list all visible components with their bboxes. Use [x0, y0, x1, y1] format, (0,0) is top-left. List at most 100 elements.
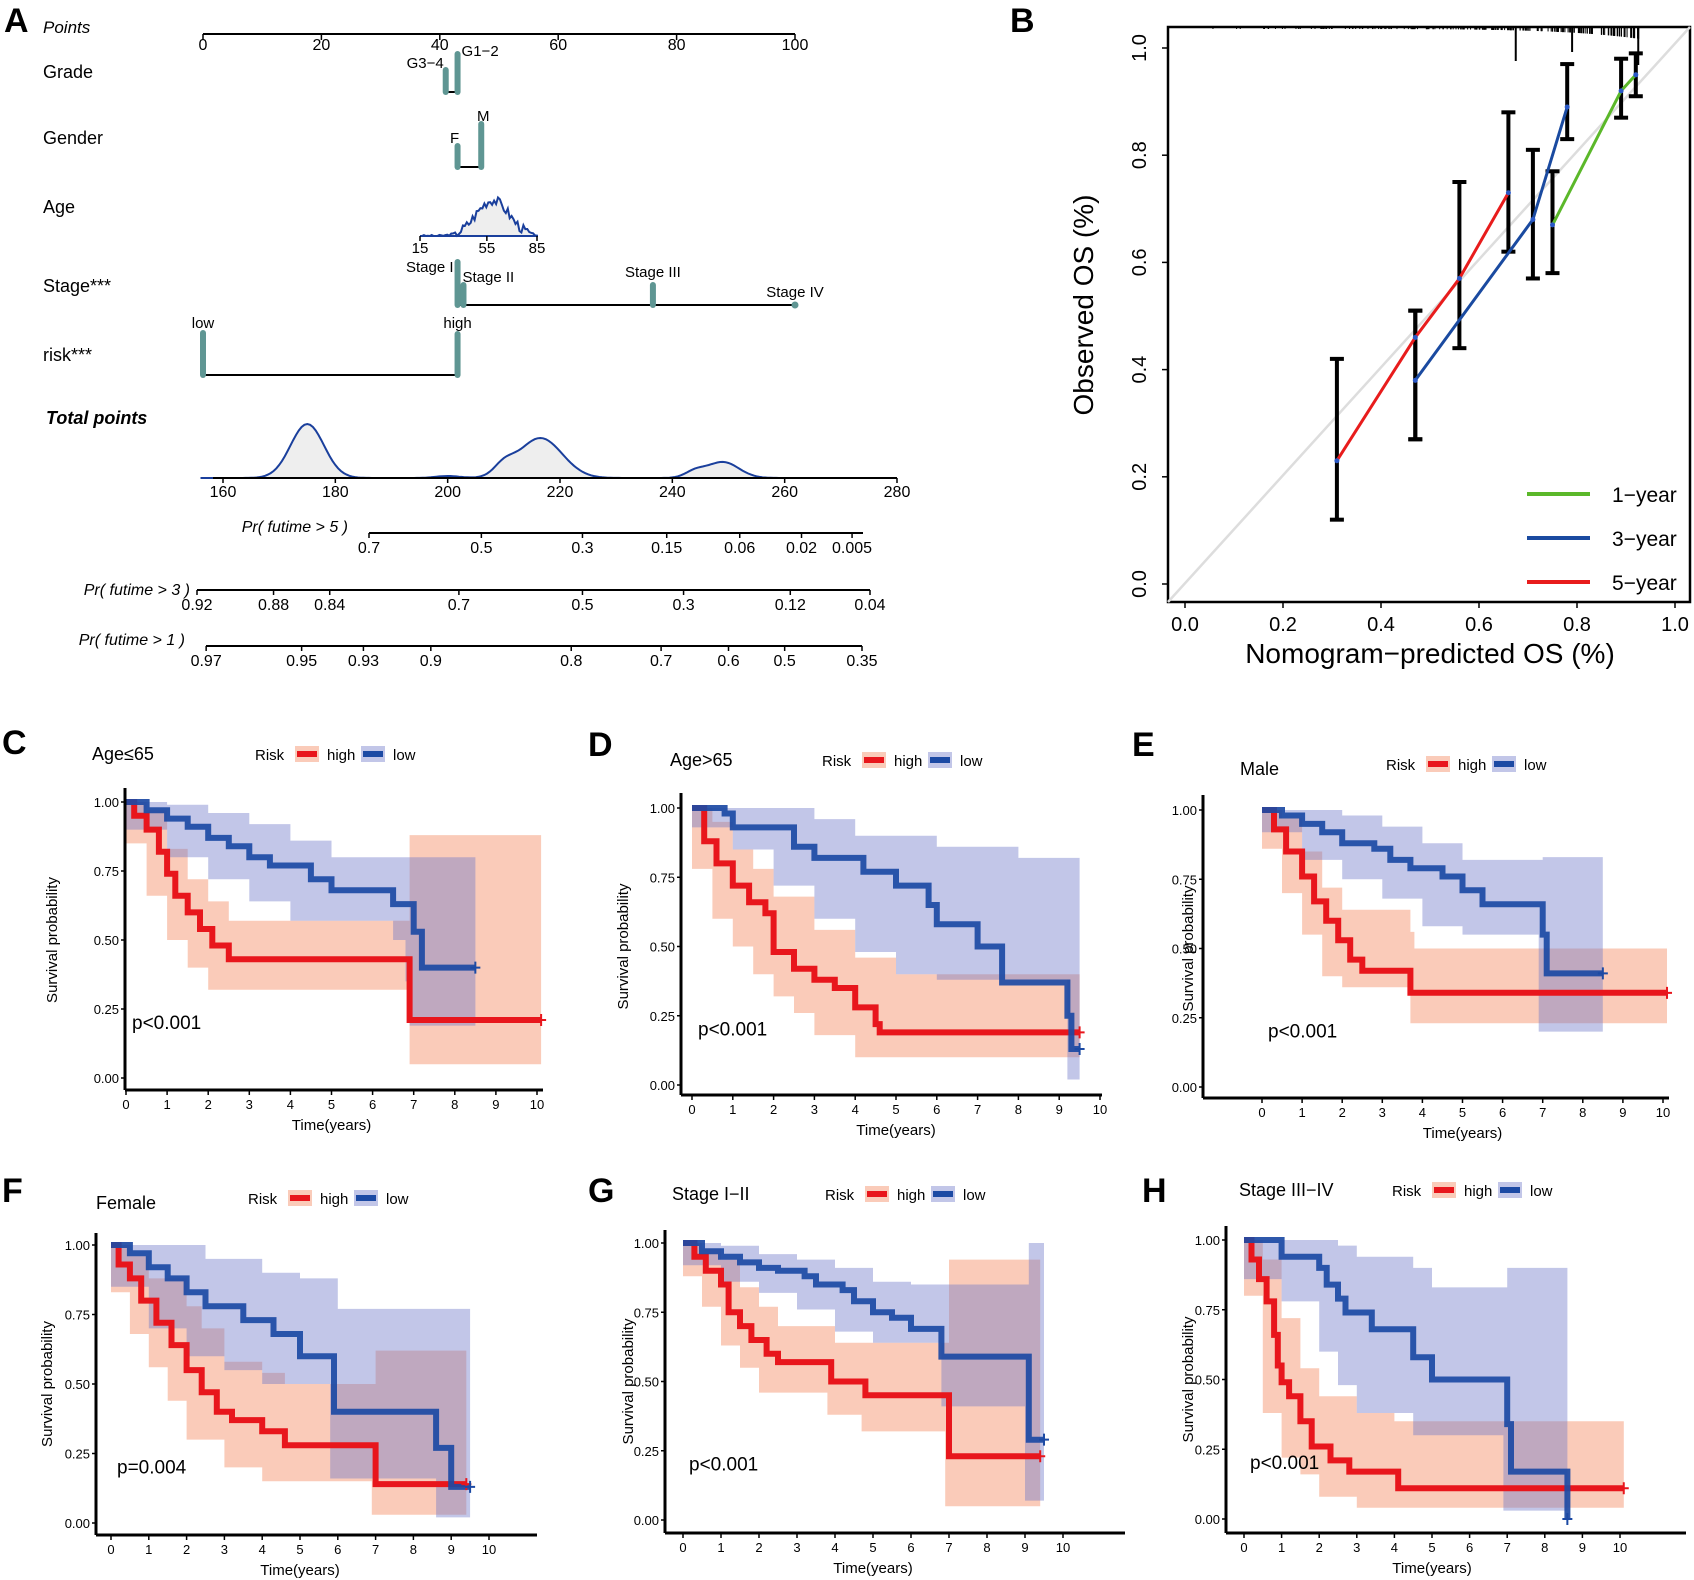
x-tick-label: 9: [448, 1542, 455, 1557]
y-tick-label: 0.25: [1195, 1442, 1220, 1457]
gender-level-label: F: [450, 130, 459, 147]
censor-mark: [1618, 1482, 1629, 1495]
survival-curve-high: [683, 1240, 1041, 1460]
legend-label: 1−year: [1612, 484, 1677, 507]
panel-letter-a: A: [4, 2, 29, 40]
x-tick-label: 10: [1093, 1102, 1107, 1117]
x-tick-label: 4: [852, 1102, 859, 1117]
x-tick-label: 6: [334, 1542, 341, 1557]
stage-level-label: Stage II: [462, 269, 514, 286]
legend-label-high: high: [327, 747, 355, 764]
ci-band-high: [1244, 1240, 1624, 1508]
y-tick-label: 1.00: [65, 1238, 90, 1253]
x-tick-label: 6: [933, 1102, 940, 1117]
x-tick-label: 3: [793, 1540, 800, 1555]
km-panel-g: Stage I−II Risk high low 0.00 0.25 0.50 0.75 1.0…: [620, 1184, 1125, 1577]
censor-mark: [1074, 1042, 1085, 1055]
prob-axis-tick-label: 0.84: [314, 597, 345, 614]
x-tick-label: 3: [811, 1102, 818, 1117]
prob-axis-tick-label: 0.15: [651, 540, 682, 557]
x-tick-label: 0: [107, 1542, 114, 1557]
x-tick-label: 0: [1240, 1540, 1247, 1555]
x-tick-label: 2: [1339, 1105, 1346, 1120]
calibration-point: [1456, 275, 1462, 281]
y-tick-label: 1.0: [1129, 34, 1151, 62]
x-tick-label: 10: [1056, 1540, 1070, 1555]
panel-letter-b: B: [1010, 2, 1035, 40]
age-density-curve: [420, 195, 538, 238]
survival-curve-low: [111, 1242, 471, 1490]
censor-mark: [536, 1014, 547, 1027]
x-tick-label: 4: [287, 1097, 294, 1112]
points-tick-label: 40: [431, 37, 449, 54]
x-tick-label: 5: [296, 1542, 303, 1557]
panel-letter-g: G: [588, 1172, 615, 1210]
grade-level-label: G3−4: [407, 55, 444, 72]
total-points-tick-label: 200: [434, 484, 461, 501]
prob-axis-tick-label: 0.6: [717, 653, 739, 670]
km-panel-h: Stage III−IV Risk high low 0.00 0.25 0.50 0.75 1…: [1180, 1180, 1686, 1577]
legend-title: Risk: [1386, 757, 1416, 774]
x-axis-label: Time(years): [856, 1122, 935, 1139]
prob-axis-tick-label: 0.88: [258, 597, 289, 614]
risk-level-label: low: [192, 315, 215, 332]
prob-axis-tick-label: 0.7: [358, 540, 380, 557]
calibration-point: [1334, 458, 1340, 464]
y-axis-label: Survival probability: [1180, 885, 1197, 1011]
x-tick-label: 8: [1015, 1102, 1022, 1117]
x-tick-label: 1: [1278, 1540, 1285, 1555]
legend-swatch-high-line: [864, 757, 884, 763]
prob-axis-tick-label: 0.35: [846, 653, 877, 670]
ci-band-low: [683, 1243, 1044, 1501]
stage-level-label: Stage III: [625, 264, 681, 281]
p-value-label: p<0.001: [132, 1013, 201, 1034]
prob-axis-tick-label: 0.3: [672, 597, 694, 614]
y-tick-label: 0.00: [1195, 1512, 1220, 1527]
x-tick-label: 10: [530, 1097, 544, 1112]
y-tick-label: 0.50: [1172, 942, 1197, 957]
prob-axis-tick-label: 0.06: [724, 540, 755, 557]
calibration-point: [1564, 104, 1570, 110]
y-tick-label: 0.75: [1172, 872, 1197, 887]
x-tick-label: 10: [482, 1542, 496, 1557]
points-tick-label: 0: [199, 37, 208, 54]
legend-label: 5−year: [1612, 572, 1677, 595]
p-value-label: p<0.001: [1250, 1453, 1319, 1474]
x-tick-label: 0.2: [1269, 614, 1297, 636]
censor-mark: [1074, 1026, 1085, 1039]
prob-axis-tick-label: 0.12: [775, 597, 806, 614]
x-axis-label: Time(years): [260, 1562, 339, 1579]
y-axis-label: Survival probability: [1180, 1316, 1197, 1442]
survival-curve-high: [692, 805, 1080, 1036]
survival-curve-high: [1262, 807, 1667, 996]
p-value-label: p<0.001: [689, 1455, 758, 1476]
y-tick-label: 0.00: [94, 1071, 119, 1086]
legend-label-low: low: [960, 753, 983, 770]
x-tick-label: 3: [221, 1542, 228, 1557]
calibration-point: [1412, 377, 1418, 383]
calibration-line-5year: [1335, 191, 1510, 462]
x-tick-label: 3: [1353, 1540, 1360, 1555]
legend-swatch-high-line: [290, 1195, 310, 1201]
legend-swatch-low-line: [933, 1191, 953, 1197]
x-tick-label: 5: [892, 1102, 899, 1117]
y-tick-label: 1.00: [1195, 1233, 1220, 1248]
km-subtitle: Age≤65: [92, 744, 154, 764]
x-tick-label: 7: [410, 1097, 417, 1112]
x-tick-label: 5: [1459, 1105, 1466, 1120]
x-tick-label: 7: [1504, 1540, 1511, 1555]
panel-letter-e: E: [1132, 726, 1155, 764]
legend-label-high: high: [897, 1187, 925, 1204]
legend-swatch-high-line: [1428, 761, 1448, 767]
km-panel-f: Female Risk high low 0.00 0.25 0.50 0.75 1.00 0 1 2…: [39, 1190, 537, 1579]
x-tick-label: 2: [1316, 1540, 1323, 1555]
km-subtitle: Male: [1240, 759, 1279, 779]
y-tick-label: 0.00: [650, 1078, 675, 1093]
prob-axis-tick-label: 0.92: [181, 597, 212, 614]
y-axis-label: Observed OS (%): [1068, 195, 1099, 416]
prob-axis-tick-label: 0.005: [832, 540, 872, 557]
x-tick-label: 9: [1021, 1540, 1028, 1555]
nomogram-panel: Points 0 20 40 60 80 100 Grade G3−4 G1−2 Gender F M A…: [43, 18, 910, 670]
x-tick-label: 8: [410, 1542, 417, 1557]
stage-level-label: Stage I: [406, 259, 454, 276]
